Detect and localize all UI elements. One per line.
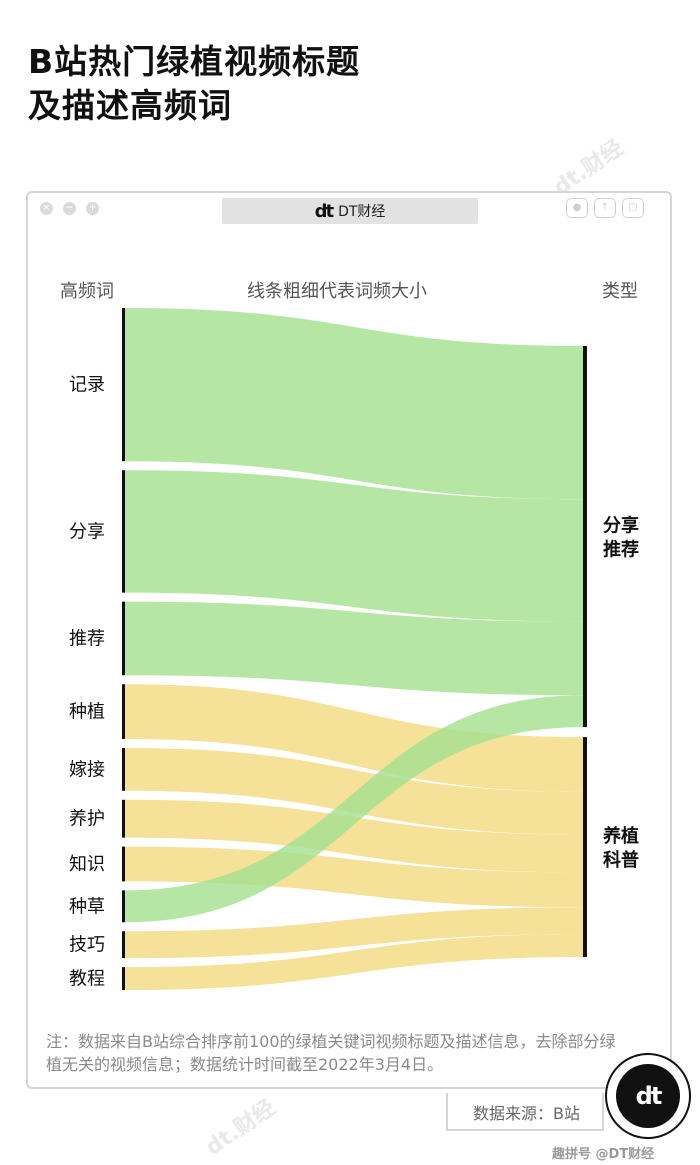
dt-logo-badge: dt bbox=[605, 1053, 691, 1139]
source-node-bar bbox=[122, 931, 125, 959]
data-source: 数据来源：B站 bbox=[473, 1104, 580, 1123]
source-node-label: 养护 bbox=[69, 809, 105, 830]
source-node-label: 知识 bbox=[69, 854, 105, 875]
close-icon[interactable]: × bbox=[40, 202, 53, 215]
source-node-bar bbox=[122, 684, 125, 739]
title-line-1: B站热门绿植视频标题 bbox=[28, 42, 361, 81]
target-node-bar bbox=[583, 346, 587, 728]
page-title: B站热门绿植视频标题 及描述高频词 bbox=[28, 40, 360, 128]
source-node-label: 记录 bbox=[69, 375, 105, 396]
footnote: 注：数据来自B站综合排序前100的绿植关键词视频标题及描述信息，去除部分绿植无关… bbox=[46, 1032, 616, 1074]
left-column-header: 高频词 bbox=[60, 281, 114, 302]
source-node-label: 种植 bbox=[69, 702, 105, 723]
source-node-bar bbox=[122, 799, 125, 838]
source-node-label: 种草 bbox=[69, 896, 105, 917]
source-node-label: 分享 bbox=[69, 521, 105, 542]
flow-养护-养植科普 bbox=[125, 799, 583, 873]
window-toolbar: ● ↑ ▢ bbox=[566, 198, 644, 218]
window-tab-label: DT财经 bbox=[338, 204, 386, 220]
dt-logo-icon: dt bbox=[314, 200, 334, 222]
source-node-bar bbox=[122, 890, 125, 923]
center-column-header: 线条粗细代表词频大小 bbox=[247, 281, 427, 302]
source-node-label: 教程 bbox=[69, 969, 105, 990]
source-node-bar bbox=[122, 846, 125, 882]
flow-种草-分享推荐 bbox=[125, 695, 583, 923]
source-node-label: 技巧 bbox=[69, 935, 105, 956]
target-node-bar bbox=[583, 737, 587, 957]
title-line-2: 及描述高频词 bbox=[28, 86, 232, 125]
flow-种植-养植科普 bbox=[125, 684, 583, 792]
maximize-icon[interactable]: + bbox=[86, 202, 99, 215]
target-node-label: 养植科普 bbox=[602, 825, 639, 871]
source-node-bar bbox=[122, 470, 125, 593]
flow-记录-分享推荐 bbox=[125, 308, 583, 500]
window-tab[interactable]: dt DT财经 bbox=[222, 198, 478, 224]
source-node-bar bbox=[122, 747, 125, 791]
flow-知识-养植科普 bbox=[125, 846, 583, 908]
window-controls: × − + bbox=[40, 202, 99, 215]
source-node-bar bbox=[122, 308, 125, 462]
footer-credit: 趣拼号 @DT财经 bbox=[552, 1147, 655, 1162]
flow-分享-分享推荐 bbox=[125, 470, 583, 622]
flow-推荐-分享推荐 bbox=[125, 601, 583, 696]
source-node-bar bbox=[122, 967, 125, 990]
source-tab-frame bbox=[446, 1093, 604, 1131]
dt-badge-icon: dt bbox=[616, 1064, 680, 1128]
right-column-header: 类型 bbox=[602, 281, 638, 302]
source-node-label: 推荐 bbox=[69, 628, 105, 649]
source-node-label: 嫁接 bbox=[69, 759, 105, 780]
source-node-bar bbox=[122, 601, 125, 676]
flow-嫁接-养植科普 bbox=[125, 747, 583, 835]
copy-icon[interactable]: ▢ bbox=[622, 198, 644, 218]
record-icon[interactable]: ● bbox=[566, 198, 588, 218]
flow-技巧-养植科普 bbox=[125, 907, 583, 959]
minimize-icon[interactable]: − bbox=[63, 202, 76, 215]
flow-教程-养植科普 bbox=[125, 934, 583, 990]
target-node-label: 分享推荐 bbox=[603, 515, 639, 561]
share-icon[interactable]: ↑ bbox=[594, 198, 616, 218]
